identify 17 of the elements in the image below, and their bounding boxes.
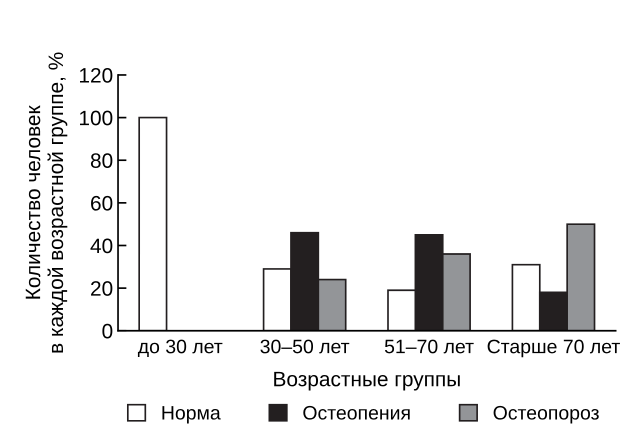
x-tick-label: до 30 лет	[138, 340, 222, 358]
legend-label: Норма	[162, 406, 221, 424]
x-tick-label: 51–70 лет	[384, 340, 474, 354]
legend-label: Остеопения	[303, 406, 410, 420]
y-tick-label: 40	[90, 238, 112, 254]
y-tick-label: 20	[91, 281, 112, 296]
y-tick-label: 60	[91, 196, 112, 211]
bar	[138, 116, 168, 331]
legend-label: Остеопороз	[494, 406, 599, 424]
x-tick-label: Старше 70 лет	[488, 340, 620, 358]
y-tick-label: 100	[80, 110, 112, 126]
y-tick-label: 80	[90, 153, 112, 168]
y-axis-title: Количество человек в каждой возрастной группе, %	[26, 52, 68, 352]
x-axis-title: Возрастные группы	[274, 372, 460, 391]
y-tick-label: 0	[102, 324, 112, 339]
x-tick-label: 30–50 лет	[260, 340, 350, 354]
y-tick-label: 120	[80, 68, 112, 83]
